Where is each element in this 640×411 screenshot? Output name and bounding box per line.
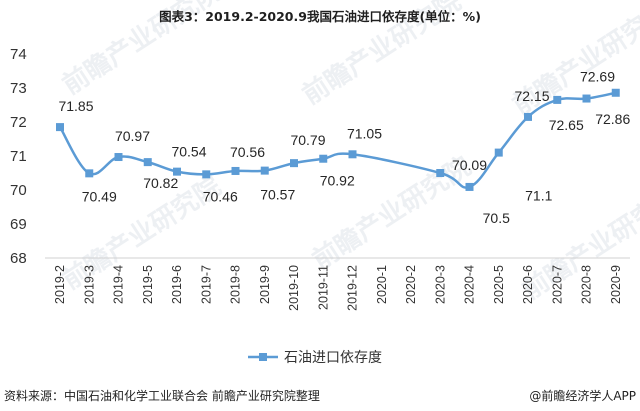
data-label: 70.97	[115, 128, 150, 144]
data-label: 70.46	[203, 188, 238, 204]
data-label: 72.69	[580, 69, 615, 85]
x-tick-label: 2019-10	[287, 265, 301, 311]
x-tick-label: 2020-6	[521, 265, 535, 304]
data-label: 70.79	[290, 132, 325, 148]
data-point	[143, 158, 152, 167]
x-tick-label: 2019-12	[346, 265, 360, 311]
brand-note: @前瞻经济学人APP	[529, 388, 636, 403]
data-label: 70.09	[452, 157, 487, 173]
x-tick-label: 2020-7	[550, 265, 564, 304]
x-tick-label: 2019-5	[141, 265, 155, 304]
legend-marker	[259, 353, 267, 361]
y-tick-label: 68	[10, 250, 27, 267]
x-tick-label: 2019-3	[82, 265, 96, 304]
data-label: 70.56	[230, 144, 265, 160]
data-label: 72.15	[514, 88, 549, 104]
y-tick-label: 71	[10, 148, 27, 165]
x-tick-label: 2020-5	[492, 265, 506, 304]
data-point	[290, 159, 298, 168]
x-tick-label: 2019-2	[53, 265, 67, 304]
legend: 石油进口依存度	[248, 350, 382, 366]
data-point	[524, 112, 532, 121]
source-note: 资料来源：中国石油和化学工业联合会 前瞻产业研究院整理	[4, 388, 320, 403]
data-point	[582, 94, 591, 103]
x-tick-label: 2019-7	[199, 265, 213, 304]
data-point	[348, 150, 357, 159]
data-point	[465, 182, 474, 191]
y-tick-label: 72	[10, 114, 27, 131]
data-point	[260, 166, 269, 175]
data-point	[611, 88, 620, 97]
data-label: 72.86	[595, 111, 630, 127]
x-tick-label: 2019-6	[170, 265, 184, 304]
data-label: 71.85	[58, 98, 93, 114]
data-label: 71.1	[525, 188, 552, 204]
data-point	[231, 166, 240, 175]
data-label: 71.05	[347, 125, 382, 141]
data-point	[56, 123, 64, 132]
data-label: 70.5	[483, 210, 510, 226]
x-tick-label: 2019-8	[229, 265, 243, 304]
data-point	[85, 169, 94, 178]
chart-title: 图表3：2019.2-2020.9我国石油进口依存度(单位：%)	[159, 9, 481, 24]
y-tick-label: 73	[10, 80, 27, 97]
data-point	[553, 95, 562, 104]
data-label: 70.57	[260, 187, 295, 203]
data-label: 70.92	[320, 173, 355, 189]
data-label: 70.54	[171, 144, 206, 160]
data-point	[202, 170, 211, 179]
data-point	[494, 148, 503, 157]
x-tick-label: 2020-9	[609, 265, 623, 304]
data-point	[173, 167, 181, 176]
data-label: 72.65	[549, 117, 584, 133]
plot-area: 71.8570.4970.9770.8270.5470.4670.5670.57…	[56, 69, 630, 226]
x-tick-label: 2020-1	[375, 265, 389, 304]
data-label: 70.49	[82, 188, 117, 204]
legend-label: 石油进口依存度	[284, 350, 382, 366]
y-tick-label: 74	[10, 46, 27, 63]
data-point	[319, 154, 328, 163]
y-tick-label: 70	[10, 182, 27, 199]
data-label: 70.82	[143, 175, 178, 191]
y-tick-label: 69	[10, 216, 27, 233]
x-tick-label: 2019-4	[112, 265, 126, 304]
y-axis: 68 69 70 71 72 73 74	[10, 46, 27, 267]
x-axis: 2019-2 2019-3 2019-4 2019-5 2019-6 2019-7 2019…	[53, 265, 623, 311]
data-point	[436, 169, 445, 177]
x-tick-label: 2020-4	[463, 265, 477, 304]
x-tick-label: 2019-9	[258, 265, 272, 304]
x-tick-label: 2019-11	[316, 265, 330, 310]
x-tick-label: 2020-2	[404, 265, 418, 304]
x-tick-label: 2020-3	[433, 265, 447, 304]
data-point	[114, 153, 123, 162]
x-tick-label: 2020-8	[580, 265, 594, 304]
